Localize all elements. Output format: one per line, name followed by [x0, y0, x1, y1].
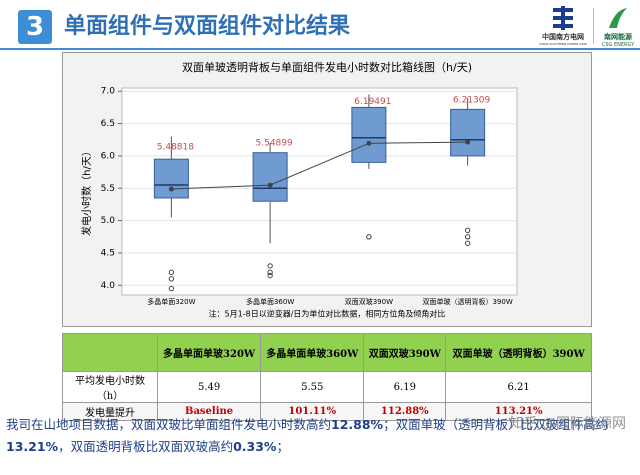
outlier [168, 276, 175, 282]
outlier [168, 285, 175, 292]
mean-point [267, 182, 273, 188]
outlier [464, 227, 471, 234]
summary-highlight: 12.88% [331, 417, 384, 432]
logo-energy: 南网能源 CSG ENERGY [598, 6, 638, 48]
table-body: 多晶单面单玻320W 多晶单面单玻360W 双面双玻390W 双面单玻（透明背板）39… [62, 333, 592, 421]
table-cell: 101.11% [260, 402, 365, 421]
header-cell: 多晶单面单玻320W [156, 333, 262, 372]
summary-highlight: 0.33% [233, 439, 277, 454]
y-tick-label: 6.5 [101, 119, 115, 129]
y-tick-label: 7.0 [101, 87, 116, 97]
logo-text: 南网能源 [604, 33, 632, 41]
header-cell: 双面双玻390W [363, 333, 447, 372]
x-tick-label: 多晶单面360W [246, 297, 294, 306]
chart-title: 双面单玻透明背板与单面组件发电小时数对比箱线图（h/天) [182, 60, 472, 74]
summary-text: 我司在山地项目数据，双面双玻比单面组件发电小时数高约12.88%；双面单玻（透明… [6, 414, 634, 458]
mean-label: 5.48818 [157, 143, 194, 153]
header-cell: 多晶单面单玻360W [260, 333, 365, 372]
logo-subtext: CHINA SOUTHERN POWER GRID [539, 42, 587, 46]
outlier [267, 272, 273, 279]
comparison-table: 多晶单面单玻320W 多晶单面单玻360W 双面双玻390W 双面单玻（透明背板）39… [62, 333, 592, 421]
table-row: 发电量提升 Baseline 101.11% 112.88% 113.21% [62, 402, 592, 421]
mean-point [465, 139, 471, 145]
y-axis-label: 发电小时数（h/天） [80, 146, 93, 236]
section-badge: 3 [18, 10, 52, 44]
y-tick-label: 6.0 [101, 151, 116, 161]
mean-line [171, 141, 468, 190]
outlier [168, 269, 175, 276]
box [252, 152, 288, 202]
outlier [366, 234, 372, 240]
outlier [267, 263, 273, 269]
logo-text: 中国南方电网 [542, 33, 584, 41]
y-tick-label: 5.5 [101, 184, 115, 194]
table-cell: 112.88% [363, 402, 447, 421]
table-cell: 6.21 [445, 371, 592, 403]
chart-note: 注：5月1-8日以逆变器/日为单位对比数据，相同方位角及倾角对比 [209, 309, 446, 319]
box [153, 158, 189, 199]
slide-title: 单面组件与双面组件对比结果 [64, 14, 351, 39]
summary-part: ； [276, 439, 289, 454]
mean-label: 5.54899 [256, 139, 293, 149]
y-tick-label: 4.0 [101, 281, 116, 291]
header-cell [62, 333, 158, 372]
header-cell: 双面单玻（透明背板）390W [445, 333, 592, 372]
chart: 双面单玻透明背板与单面组件发电小时数对比箱线图（h/天) 发电小时数（h/天） … [62, 52, 592, 327]
logo-csg: 中国南方电网 CHINA SOUTHERN POWER GRID [538, 6, 588, 46]
mean-point [366, 140, 372, 146]
x-tick-label: 双面双玻390W [345, 297, 393, 306]
box [351, 106, 387, 163]
logo-divider [593, 8, 594, 44]
outlier [464, 240, 471, 246]
summary-part: ，双面透明背板比双面双玻高约 [58, 439, 234, 454]
table-header-row: 多晶单面单玻320W 多晶单面单玻360W 双面双玻390W 双面单玻（透明背板）39… [62, 333, 592, 372]
watermark: 知乎 @国际能源网 [509, 416, 626, 432]
logo-icon [609, 8, 627, 28]
table-cell: 5.49 [156, 371, 262, 403]
table-row: 平均发电小时数（h） 5.49 5.55 6.19 6.21 [62, 371, 592, 403]
logo-icon [553, 6, 573, 30]
table-cell: 113.21% [445, 402, 592, 421]
table-cell: Baseline [156, 402, 262, 421]
header-rule [0, 48, 640, 50]
summary-highlight: 13.21% [6, 439, 59, 454]
table-cell: 6.19 [363, 371, 447, 403]
mean-point [168, 186, 174, 192]
summary-part: 我司在山地项目数据，双面双玻比单面组件发电小时数高约 [6, 417, 332, 432]
y-tick-label: 4.5 [101, 248, 115, 258]
x-tick-label: 多晶单面320W [147, 297, 195, 306]
table-cell: 5.55 [260, 371, 365, 403]
box [450, 108, 486, 157]
mean-label: 6.21309 [453, 96, 490, 106]
y-tick-label: 5.0 [101, 216, 116, 226]
logo-subtext: CSG ENERGY [601, 42, 635, 48]
table-cell: 平均发电小时数（h） [62, 371, 158, 403]
outlier [267, 269, 273, 276]
outlier [464, 234, 471, 240]
mean-label: 6.19491 [354, 97, 391, 107]
x-tick-label: 双面单玻（透明背板）390W [422, 297, 512, 306]
summary-part: ；双面单玻（透明背板）比双玻组件高约 [383, 417, 609, 432]
